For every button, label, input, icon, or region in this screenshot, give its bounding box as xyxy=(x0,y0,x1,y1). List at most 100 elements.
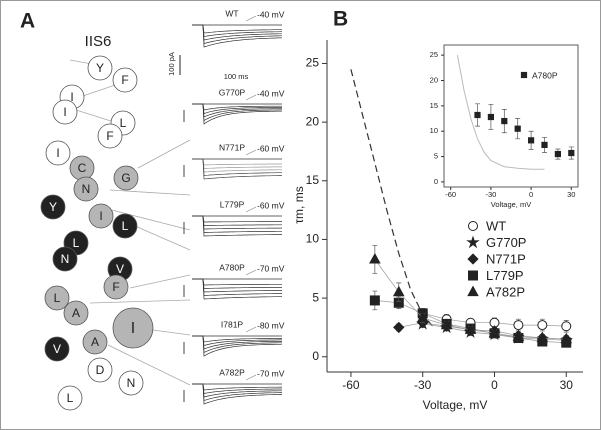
marker xyxy=(392,285,405,297)
current-trace xyxy=(192,158,282,176)
residue-letter: N xyxy=(61,252,70,266)
current-trace xyxy=(192,335,282,350)
marker xyxy=(488,326,501,338)
current-trace xyxy=(192,215,282,223)
marker xyxy=(474,111,481,119)
trace-name: I781P xyxy=(221,319,244,329)
y-tick-label: 25 xyxy=(306,56,320,70)
residue-letter: A xyxy=(72,306,80,320)
inset-frame xyxy=(443,44,579,188)
residue-circle xyxy=(44,336,70,362)
x-tick-label: -60 xyxy=(445,190,456,199)
residue-letter: F xyxy=(106,129,113,143)
current-trace xyxy=(192,103,282,114)
residue-circle xyxy=(52,99,78,125)
wheel-title: IIS6 xyxy=(85,33,112,50)
marker xyxy=(541,141,548,149)
residue-letter: V xyxy=(53,342,61,356)
current-trace xyxy=(192,335,282,346)
connector-lines xyxy=(69,59,191,386)
residue-letter: N xyxy=(82,182,91,196)
legend-marker xyxy=(466,235,480,249)
trace-name: N771P xyxy=(219,142,245,152)
current-trace xyxy=(192,383,282,394)
marker xyxy=(536,331,549,343)
residue-letter: I xyxy=(99,209,102,223)
fit-curve xyxy=(350,69,436,329)
marker xyxy=(537,320,548,331)
current-trace xyxy=(192,335,282,354)
residue-letter: N xyxy=(127,376,136,390)
current-trace xyxy=(192,278,282,286)
current-trace xyxy=(192,383,282,401)
current-trace xyxy=(192,383,282,391)
residue-letter: A xyxy=(91,335,99,349)
residue-letter: L xyxy=(73,236,80,250)
residue-circle xyxy=(112,213,138,239)
residue-circle xyxy=(112,67,138,93)
legend-marker xyxy=(520,71,528,79)
current-trace xyxy=(192,24,282,44)
residue-letter: I xyxy=(70,90,73,104)
current-trace xyxy=(192,278,282,289)
marker xyxy=(369,295,380,306)
marker xyxy=(393,321,405,334)
trace-name: A780P xyxy=(219,262,245,272)
y-tick-label: 20 xyxy=(430,75,438,84)
residue-letter: I xyxy=(131,320,135,337)
current-trace xyxy=(192,158,282,173)
residue-circle xyxy=(103,274,129,300)
marker xyxy=(554,150,561,158)
voltage-pointer xyxy=(245,149,257,156)
current-trace xyxy=(192,158,282,180)
legend-marker xyxy=(468,270,478,281)
residue-circle xyxy=(73,176,99,202)
y-tick-label: 0 xyxy=(434,177,438,186)
residue-letter: L xyxy=(120,116,127,130)
marker xyxy=(514,125,521,132)
voltage-pointer xyxy=(245,15,257,22)
residue-letter: D xyxy=(96,363,105,377)
residue-letter: V xyxy=(116,262,124,276)
voltage-pointer xyxy=(245,206,257,213)
current-trace xyxy=(192,103,282,122)
current-trace xyxy=(192,103,282,111)
trace-voltage: -60 mV xyxy=(257,200,285,210)
time-scale-label: 100 ms xyxy=(224,72,249,81)
current-trace xyxy=(192,278,282,293)
legend-label: WT xyxy=(486,218,506,233)
residue-letter: L xyxy=(122,219,129,233)
trace-name: G770P xyxy=(219,87,246,97)
residue-circle xyxy=(57,385,83,411)
marker xyxy=(512,330,525,341)
panel-label: B xyxy=(333,8,348,31)
marker xyxy=(561,321,572,332)
residue-letter: G xyxy=(121,171,130,185)
residue-letter: F xyxy=(112,280,119,294)
marker xyxy=(528,137,535,144)
marker xyxy=(487,113,494,121)
x-tick-label: 0 xyxy=(491,378,498,392)
residue-circle xyxy=(87,357,113,383)
y-tick-label: 10 xyxy=(306,232,320,246)
current-trace xyxy=(192,24,282,34)
trace-voltage: -80 mV xyxy=(257,320,285,330)
legend-label: A782P xyxy=(486,284,525,299)
x-axis-label: Voltage, mV xyxy=(423,398,488,412)
legend-marker xyxy=(467,253,479,265)
y-tick-label: 0 xyxy=(312,349,319,363)
current-trace xyxy=(192,335,283,357)
current-trace xyxy=(192,24,283,48)
residue-circle xyxy=(88,203,114,229)
current-trace xyxy=(192,278,283,296)
current-trace xyxy=(192,103,282,125)
y-tick-label: 25 xyxy=(430,50,438,59)
residue-letter: L xyxy=(67,391,74,405)
y-tick-label: 15 xyxy=(430,101,438,110)
y-tick-label: 15 xyxy=(306,173,320,187)
y-axis-label: τm, ms xyxy=(292,186,306,223)
residue-circle xyxy=(118,370,144,396)
residue-circle xyxy=(97,123,123,149)
voltage-pointer xyxy=(245,269,257,276)
marker xyxy=(513,320,524,331)
